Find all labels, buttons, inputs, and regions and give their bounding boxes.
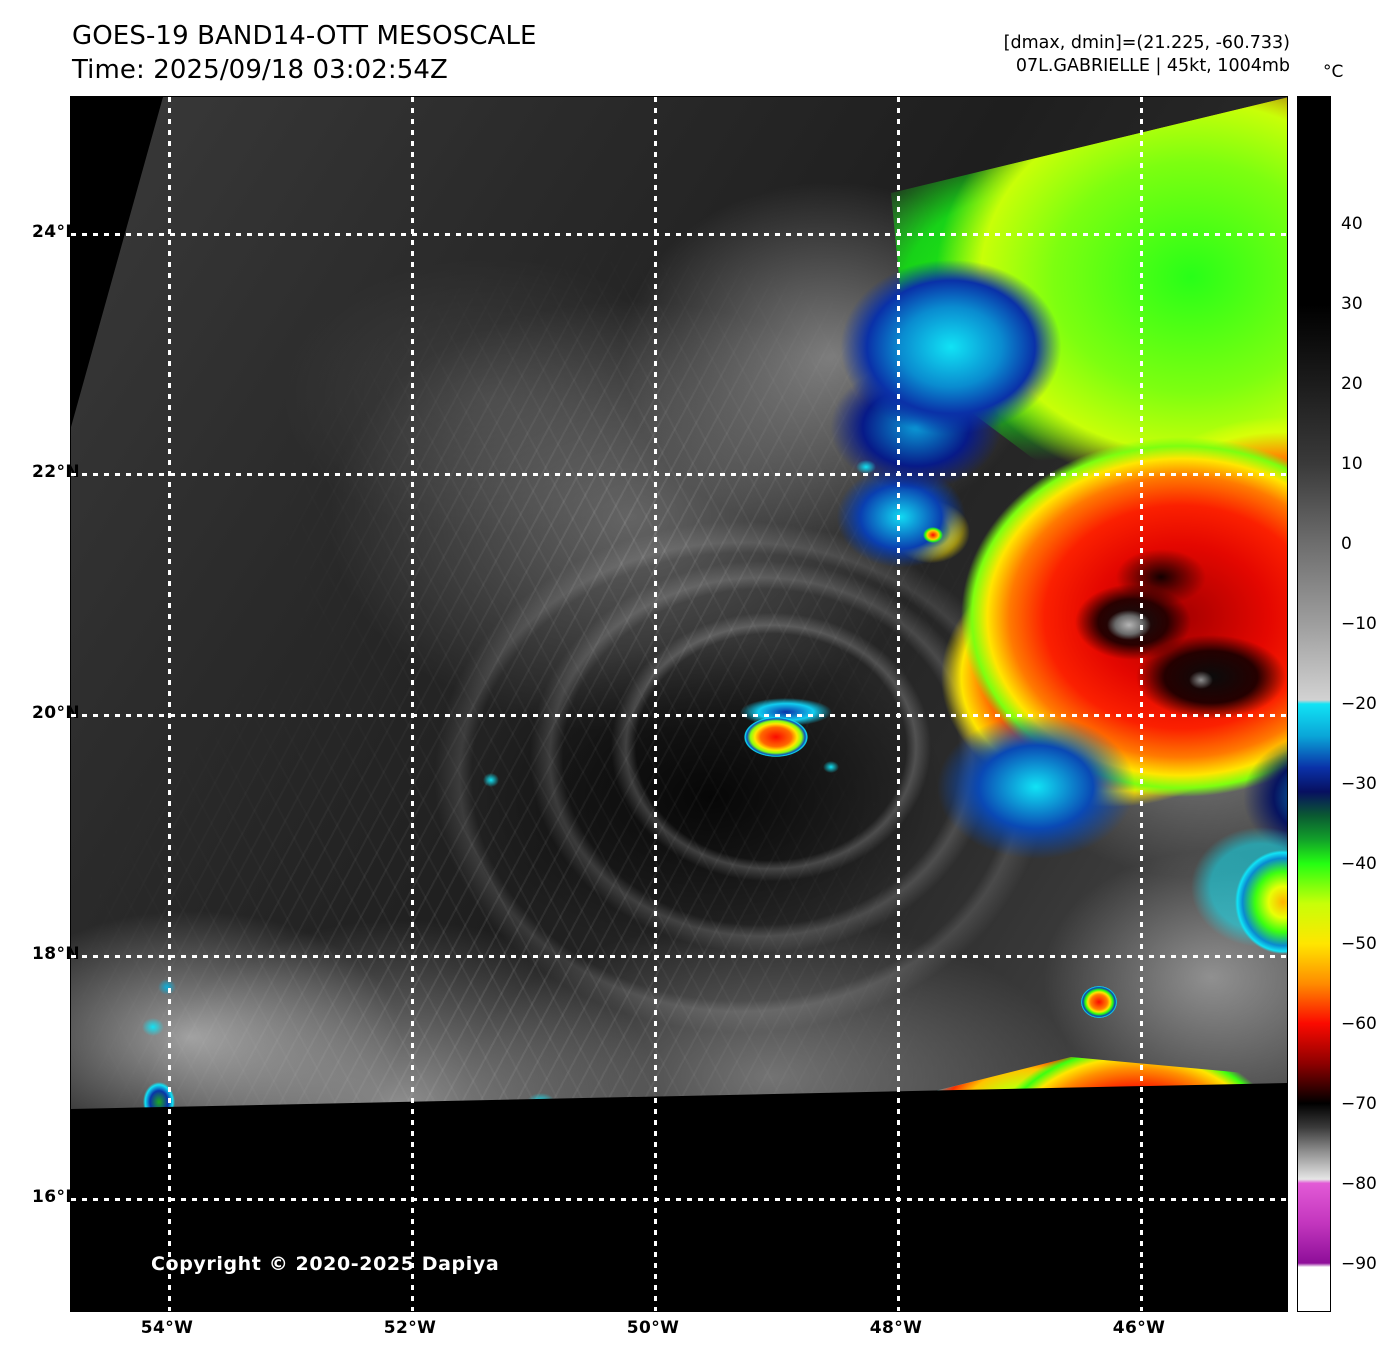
colorbar-gradient bbox=[1297, 96, 1331, 1312]
colorbar-tick-3: 10 bbox=[1341, 454, 1363, 474]
lat-tick-24n: 24°N bbox=[32, 222, 80, 242]
satellite-imagery bbox=[71, 97, 1287, 1311]
graticule bbox=[71, 97, 1287, 1311]
lat-tick-18n: 18°N bbox=[32, 944, 80, 964]
colorbar-tick-11: −70 bbox=[1341, 1094, 1377, 1114]
gridline-lat-24 bbox=[71, 233, 1287, 236]
product-title: GOES-19 BAND14-OTT MESOSCALE bbox=[72, 21, 537, 51]
colorbar-tick-0: 40 bbox=[1341, 214, 1363, 234]
lon-tick-50w: 50°W bbox=[626, 1318, 680, 1338]
gridline-lon-52 bbox=[411, 97, 414, 1311]
colorbar-tick-1: 30 bbox=[1341, 294, 1363, 314]
colorbar-tick-8: −40 bbox=[1341, 854, 1377, 874]
gridline-lat-20 bbox=[71, 714, 1287, 717]
colorbar-tick-2: 20 bbox=[1341, 374, 1363, 394]
colorbar-tick-6: −20 bbox=[1341, 694, 1377, 714]
lon-tick-46w: 46°W bbox=[1112, 1318, 1166, 1338]
gridline-lat-22 bbox=[71, 473, 1287, 476]
observation-time: Time: 2025/09/18 03:02:54Z bbox=[72, 54, 448, 85]
lon-tick-52w: 52°W bbox=[383, 1318, 437, 1338]
lat-tick-22n: 22°N bbox=[32, 462, 80, 482]
colorbar-tick-5: −10 bbox=[1341, 614, 1377, 634]
temperature-colorbar bbox=[1297, 96, 1331, 1312]
colorbar-tick-9: −50 bbox=[1341, 934, 1377, 954]
gridline-lon-46 bbox=[1140, 97, 1143, 1311]
lat-tick-16n: 16°N bbox=[32, 1187, 80, 1207]
colorbar-tick-13: −90 bbox=[1341, 1254, 1377, 1274]
gridline-lat-16 bbox=[71, 1198, 1287, 1201]
lon-tick-54w: 54°W bbox=[140, 1318, 194, 1338]
gridline-lat-18 bbox=[71, 955, 1287, 958]
gridline-lon-54 bbox=[168, 97, 171, 1311]
lon-tick-48w: 48°W bbox=[869, 1318, 923, 1338]
satellite-image-plot: Copyright © 2020-2025 Dapiya bbox=[70, 96, 1288, 1312]
copyright-notice: Copyright © 2020-2025 Dapiya bbox=[151, 1253, 500, 1275]
storm-info-readout: 07L.GABRIELLE | 45kt, 1004mb bbox=[1015, 55, 1290, 76]
gridline-lon-50 bbox=[654, 97, 657, 1311]
colorbar-unit-label: °C bbox=[1323, 62, 1344, 82]
nodata-band-south bbox=[71, 1083, 1287, 1311]
colorbar-tick-12: −80 bbox=[1341, 1174, 1377, 1194]
lat-tick-20n: 20°N bbox=[32, 703, 80, 723]
header-title-block: GOES-19 BAND14-OTT MESOSCALE Time: 2025/… bbox=[72, 20, 537, 88]
colorbar-tick-4: 0 bbox=[1341, 534, 1352, 554]
gridline-lon-48 bbox=[897, 97, 900, 1311]
header-meta-block: [dmax, dmin]=(21.225, -60.733) 07L.GABRI… bbox=[1004, 32, 1290, 78]
colorbar-tick-7: −30 bbox=[1341, 774, 1377, 794]
colorbar-tick-10: −60 bbox=[1341, 1014, 1377, 1034]
dmax-dmin-readout: [dmax, dmin]=(21.225, -60.733) bbox=[1003, 33, 1290, 53]
